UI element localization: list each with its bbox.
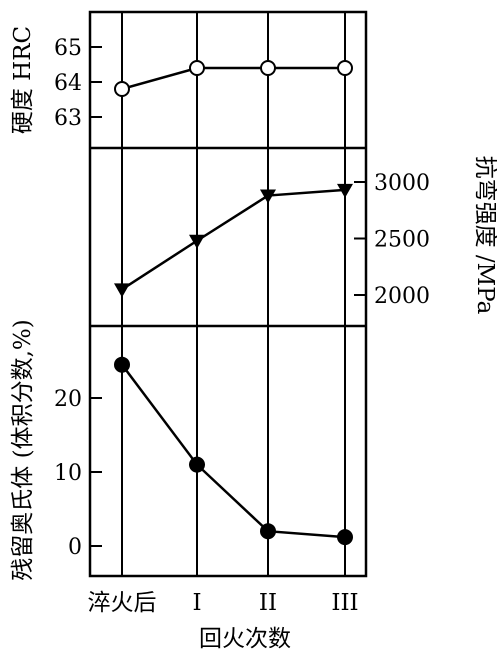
x-axis-title: 回火次数 [199, 626, 291, 652]
plot-frame [88, 10, 368, 578]
category-label-3: III [331, 590, 358, 616]
hardness-point-2 [260, 60, 276, 76]
strength-tick-1: 2500 [374, 228, 430, 253]
austenite-axis-title: 残留奥氏体 (体积分数,%) [10, 319, 36, 580]
hardness-point-0 [114, 81, 130, 97]
tick-marks [90, 46, 366, 547]
category-label-1: I [192, 590, 201, 616]
strength-point-1 [189, 234, 205, 249]
austenite-tick-2: 0 [68, 535, 82, 560]
austenite-tick-0: 20 [54, 387, 82, 412]
austenite-line [121, 363, 346, 539]
tick-labels: 65 64 63 3000 2500 2000 20 10 0 [54, 36, 430, 560]
strength-tick-0: 3000 [374, 171, 430, 196]
hardness-point-3 [337, 60, 353, 76]
austenite-point-0 [114, 356, 130, 373]
category-gridlines [121, 12, 346, 576]
category-label-0: 淬火后 [88, 590, 157, 616]
strength-point-3 [337, 183, 353, 198]
strength-axis-title: 抗弯强度 /MPa [472, 156, 497, 315]
austenite-series [114, 356, 353, 546]
strength-point-2 [260, 189, 276, 204]
hardness-point-1 [189, 60, 205, 76]
austenite-point-3 [337, 529, 353, 546]
hardness-tick-2: 63 [54, 106, 82, 131]
austenite-tick-1: 10 [54, 461, 82, 486]
category-labels: 淬火后 I II III [88, 590, 359, 616]
hardness-axis-title: 硬度 HRC [10, 26, 36, 134]
hardness-series [114, 60, 353, 97]
strength-series [114, 183, 353, 298]
strength-point-0 [114, 283, 130, 298]
hardness-line [121, 66, 345, 91]
strength-line [121, 188, 346, 291]
strength-tick-2: 2000 [374, 284, 430, 309]
hardness-tick-1: 64 [54, 71, 82, 96]
austenite-point-2 [260, 523, 276, 540]
hardness-tick-0: 65 [54, 36, 82, 61]
austenite-point-1 [189, 456, 205, 473]
category-label-2: II [259, 590, 277, 616]
